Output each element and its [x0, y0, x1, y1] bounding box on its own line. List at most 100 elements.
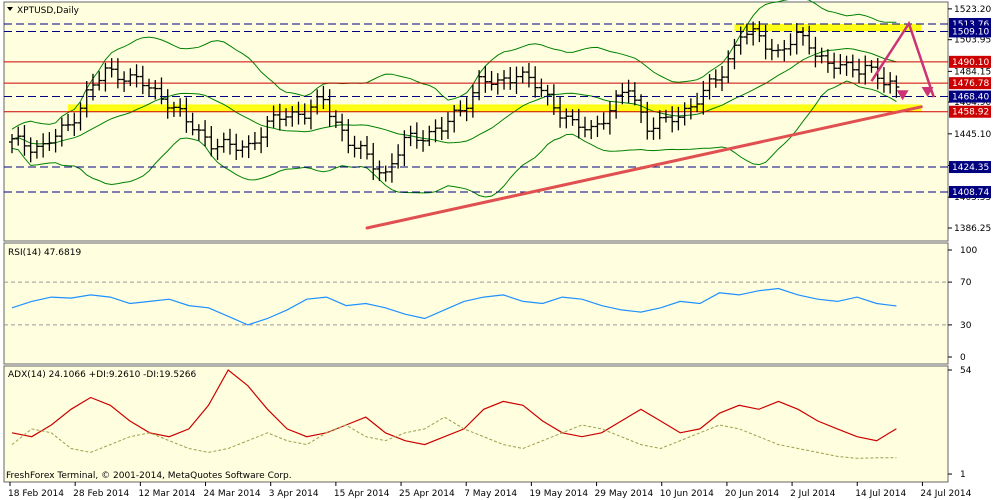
- price-bar: [451, 105, 458, 133]
- rsi-layer: [4, 281, 948, 326]
- price-bar: [600, 112, 607, 130]
- price-bar: [775, 44, 782, 58]
- dashed-level-label-1: 1509.10: [952, 27, 989, 37]
- date-tick-label: 24 Jul 2014: [920, 489, 971, 499]
- price-bar: [158, 77, 165, 105]
- date-tick-label: 15 Apr 2014: [334, 489, 390, 499]
- price-bar: [831, 52, 838, 79]
- rsi-label: RSI(14) 47.6819: [8, 248, 81, 258]
- price-bar: [731, 38, 738, 70]
- price-bar: [594, 115, 601, 137]
- price-tick-label: 1386.25: [954, 224, 991, 234]
- date-tick-label: 24 Mar 2014: [204, 489, 261, 499]
- price-bar: [687, 98, 694, 120]
- date-tick-label: 2 Jul 2014: [790, 489, 835, 499]
- dashed-level-label-2-box: [949, 90, 991, 103]
- price-bar: [650, 117, 657, 140]
- price-bar: [762, 24, 769, 60]
- price-bar: [326, 89, 333, 127]
- price-bar: [550, 84, 557, 115]
- price-bar: [694, 92, 701, 113]
- price-bar: [214, 138, 221, 160]
- price-bar: [824, 49, 831, 73]
- price-bar: [146, 78, 153, 97]
- price-bar: [581, 116, 588, 138]
- price-bar: [563, 108, 570, 129]
- bollinger-upper-line: [11, 0, 897, 130]
- price-bar: [289, 106, 296, 127]
- price-bar: [557, 96, 564, 128]
- price-bar: [58, 117, 65, 147]
- price-bar: [220, 132, 227, 153]
- price-bar: [264, 115, 271, 148]
- price-bar: [65, 113, 72, 132]
- price-bar: [662, 109, 669, 123]
- price-tick-label: 1484.15: [954, 67, 991, 77]
- date-tick-label: 19 May 2014: [529, 489, 588, 499]
- rsi-tick-label: 30: [960, 321, 972, 331]
- collapse-triangle-icon[interactable]: [7, 7, 13, 11]
- price-bar: [77, 102, 84, 131]
- price-bar: [233, 133, 240, 160]
- price-bar: [799, 27, 806, 46]
- price-bar: [251, 131, 258, 151]
- price-bar: [488, 71, 495, 91]
- highlight-zone-0: [68, 104, 922, 112]
- dashed-level-label-3-box: [949, 161, 991, 174]
- price-bar: [706, 74, 713, 100]
- price-bar: [532, 66, 539, 98]
- red-level-label-2: 1458.92: [952, 108, 989, 118]
- date-tick-label: 12 Mar 2014: [138, 489, 195, 499]
- price-bar: [189, 112, 196, 136]
- price-bar: [102, 62, 109, 92]
- price-bar: [52, 128, 59, 153]
- price-bar: [806, 25, 813, 55]
- price-bar: [575, 108, 582, 139]
- price-tick-label: 1523.20: [954, 5, 991, 15]
- rsi-tick-label: 0: [960, 353, 966, 363]
- dashed-level-label-4-box: [949, 186, 991, 199]
- price-bar: [208, 126, 215, 157]
- date-tick-label: 10 Jun 2014: [660, 489, 714, 499]
- price-bar: [295, 101, 302, 125]
- date-tick-label: 14 Jul 2014: [855, 489, 906, 499]
- price-bar: [631, 82, 638, 106]
- price-bar: [719, 65, 726, 92]
- price-bar: [756, 21, 763, 43]
- price-bar: [768, 38, 775, 61]
- price-bar: [83, 81, 90, 118]
- price-bar: [357, 140, 364, 159]
- adx-tick-label: 54: [960, 366, 972, 376]
- price-bar: [712, 69, 719, 88]
- price-bar: [463, 97, 470, 122]
- date-tick-label: 29 May 2014: [595, 489, 654, 499]
- price-bar: [868, 60, 875, 73]
- price-bar: [494, 73, 501, 95]
- price-bar: [364, 135, 371, 160]
- dashed-level-label-3: 1424.35: [952, 163, 989, 173]
- price-bar: [569, 109, 576, 126]
- date-tick-label: 20 Jun 2014: [725, 489, 779, 499]
- di-line: [11, 416, 897, 459]
- red-level-label-0: 1490.10: [952, 58, 989, 68]
- price-bar: [737, 26, 744, 55]
- projection-arrow-icon-0: [921, 87, 934, 97]
- price-bar: [177, 98, 184, 117]
- date-tick-label: 25 Apr 2014: [399, 489, 455, 499]
- price-bar: [743, 23, 750, 45]
- rsi-pane: [3, 242, 949, 365]
- dashed-level-label-4: 1408.74: [952, 188, 989, 198]
- price-bar: [880, 67, 887, 93]
- symbol-label: XPTUSD,Daily: [17, 6, 80, 16]
- price-bar: [482, 66, 489, 93]
- price-bar: [195, 124, 202, 141]
- bollinger-lower-line: [11, 80, 897, 198]
- rsi-line: [11, 287, 897, 326]
- price-bar: [750, 21, 757, 46]
- price-bar: [681, 102, 688, 126]
- date-tick-label: 3 Apr 2014: [269, 489, 319, 499]
- price-bar: [476, 70, 483, 101]
- price-bar: [114, 58, 121, 89]
- price-bar: [457, 100, 464, 117]
- price-bar: [656, 110, 663, 140]
